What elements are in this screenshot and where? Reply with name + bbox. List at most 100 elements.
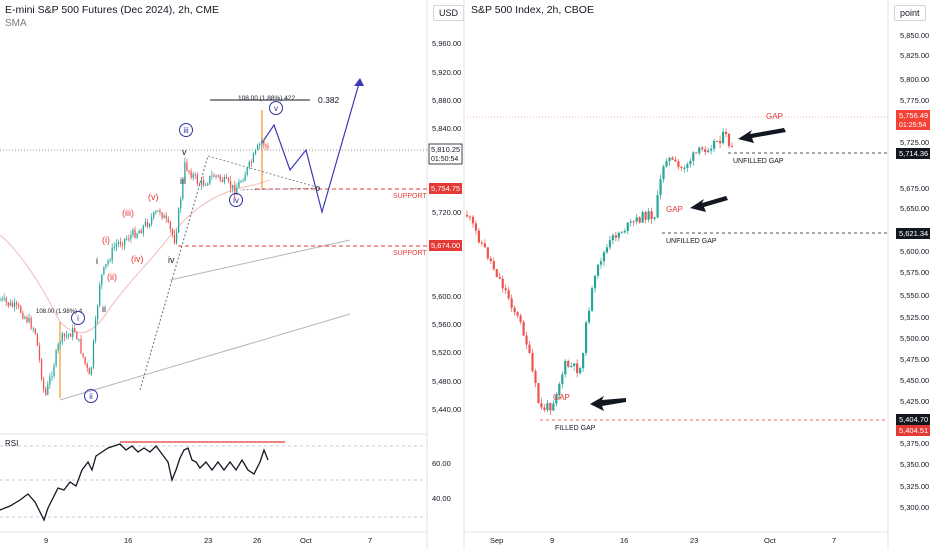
candle-body bbox=[101, 274, 102, 285]
candle-body bbox=[199, 184, 200, 185]
candle-body bbox=[109, 260, 110, 261]
candle-body bbox=[627, 223, 629, 231]
svg-text:5,675.00: 5,675.00 bbox=[900, 184, 929, 193]
candle-body bbox=[159, 210, 160, 212]
candle-body bbox=[639, 217, 641, 222]
right-countdown: 01:25:54 bbox=[899, 122, 926, 129]
arrow-icon bbox=[690, 196, 728, 212]
candle-body bbox=[126, 239, 127, 240]
candle-body bbox=[624, 231, 626, 232]
candle-body bbox=[172, 229, 173, 235]
price-label-404a: 5,404.70 bbox=[899, 415, 928, 424]
candle-body bbox=[20, 306, 21, 313]
channel-upper-line bbox=[170, 240, 350, 280]
svg-text:7: 7 bbox=[832, 536, 836, 545]
candle-body bbox=[514, 308, 516, 312]
svg-text:23: 23 bbox=[204, 536, 212, 545]
candle-body bbox=[549, 403, 551, 411]
candle-body bbox=[573, 363, 575, 365]
candle-body bbox=[82, 353, 83, 357]
candle-body bbox=[176, 233, 177, 243]
candle-body bbox=[543, 408, 545, 410]
candle-body bbox=[174, 235, 175, 243]
svg-text:5,775.00: 5,775.00 bbox=[900, 96, 929, 105]
svg-text:5,920.00: 5,920.00 bbox=[432, 68, 461, 77]
wave-projection-arrowhead bbox=[354, 78, 364, 86]
candle-body bbox=[118, 242, 119, 244]
candle-body bbox=[12, 303, 13, 307]
svg-text:5,475.00: 5,475.00 bbox=[900, 355, 929, 364]
candle-body bbox=[674, 160, 676, 162]
candle-body bbox=[261, 140, 262, 144]
candle-body bbox=[600, 261, 602, 264]
svg-text:5,440.00: 5,440.00 bbox=[432, 405, 461, 414]
candle-body bbox=[37, 334, 38, 346]
left-x-axis: 9 16 23 26 Oct 7 bbox=[44, 536, 372, 545]
candle-body bbox=[220, 175, 221, 179]
wave-red-i: (i) bbox=[102, 235, 110, 245]
candle-body bbox=[668, 158, 670, 161]
candle-body bbox=[168, 219, 169, 222]
candle-body bbox=[633, 221, 635, 222]
right-y-axis: 5,850.00 5,825.00 5,800.00 5,775.00 5,72… bbox=[900, 31, 929, 512]
candle-body bbox=[114, 247, 115, 248]
left-y-axis: 5,960.00 5,920.00 5,880.00 5,840.00 5,72… bbox=[432, 39, 461, 414]
candle-body bbox=[671, 158, 673, 160]
candle-body bbox=[132, 230, 133, 235]
svg-text:5,800.00: 5,800.00 bbox=[900, 75, 929, 84]
candle-body bbox=[493, 261, 495, 269]
candle-body bbox=[242, 181, 243, 182]
left-price-label: 5,810.25 bbox=[431, 145, 460, 154]
candle-body bbox=[116, 244, 117, 247]
wave-i: i bbox=[96, 256, 98, 266]
candle-body bbox=[689, 161, 691, 164]
candle-body bbox=[58, 344, 59, 350]
candle-body bbox=[686, 164, 688, 168]
candle-body bbox=[203, 180, 204, 185]
candle-body bbox=[28, 318, 29, 322]
candle-body bbox=[496, 269, 498, 277]
candle-body bbox=[692, 152, 694, 161]
candle-body bbox=[517, 312, 519, 315]
svg-text:5,525.00: 5,525.00 bbox=[900, 313, 929, 322]
candle-body bbox=[525, 336, 527, 345]
svg-text:16: 16 bbox=[620, 536, 628, 545]
candle-body bbox=[149, 224, 150, 227]
candle-body bbox=[62, 334, 63, 343]
candle-body bbox=[4, 298, 5, 299]
candle-body bbox=[232, 185, 233, 188]
candle-body bbox=[603, 252, 605, 261]
candle-body bbox=[163, 215, 164, 218]
support1-price-label: 5,754.75 bbox=[431, 184, 460, 193]
candle-body bbox=[472, 217, 474, 224]
candle-body bbox=[143, 226, 144, 234]
candle-body bbox=[240, 181, 241, 182]
candle-body bbox=[728, 134, 730, 146]
candle-body bbox=[105, 264, 106, 267]
gap-label-bottom: GAP bbox=[553, 393, 570, 402]
svg-text:5,560.00: 5,560.00 bbox=[432, 320, 461, 329]
candle-body bbox=[85, 357, 86, 364]
candle-body bbox=[151, 218, 152, 224]
svg-text:23: 23 bbox=[690, 536, 698, 545]
candle-body bbox=[97, 306, 98, 319]
candle-body bbox=[39, 346, 40, 360]
candle-body bbox=[618, 233, 620, 238]
candle-body bbox=[725, 132, 727, 134]
candle-body bbox=[74, 328, 75, 332]
candle-body bbox=[609, 240, 611, 247]
candle-body bbox=[224, 177, 225, 182]
candle-body bbox=[70, 334, 71, 337]
candle-body bbox=[18, 305, 19, 307]
left-countdown: 01:50:54 bbox=[431, 156, 458, 163]
candle-body bbox=[134, 230, 135, 238]
svg-text:5,425.00: 5,425.00 bbox=[900, 397, 929, 406]
candle-body bbox=[508, 290, 510, 298]
candle-body bbox=[630, 221, 632, 222]
candle-body bbox=[45, 389, 46, 395]
candle-body bbox=[124, 239, 125, 246]
candle-body bbox=[55, 350, 56, 365]
candle-body bbox=[195, 174, 196, 175]
svg-text:5,325.00: 5,325.00 bbox=[900, 482, 929, 491]
